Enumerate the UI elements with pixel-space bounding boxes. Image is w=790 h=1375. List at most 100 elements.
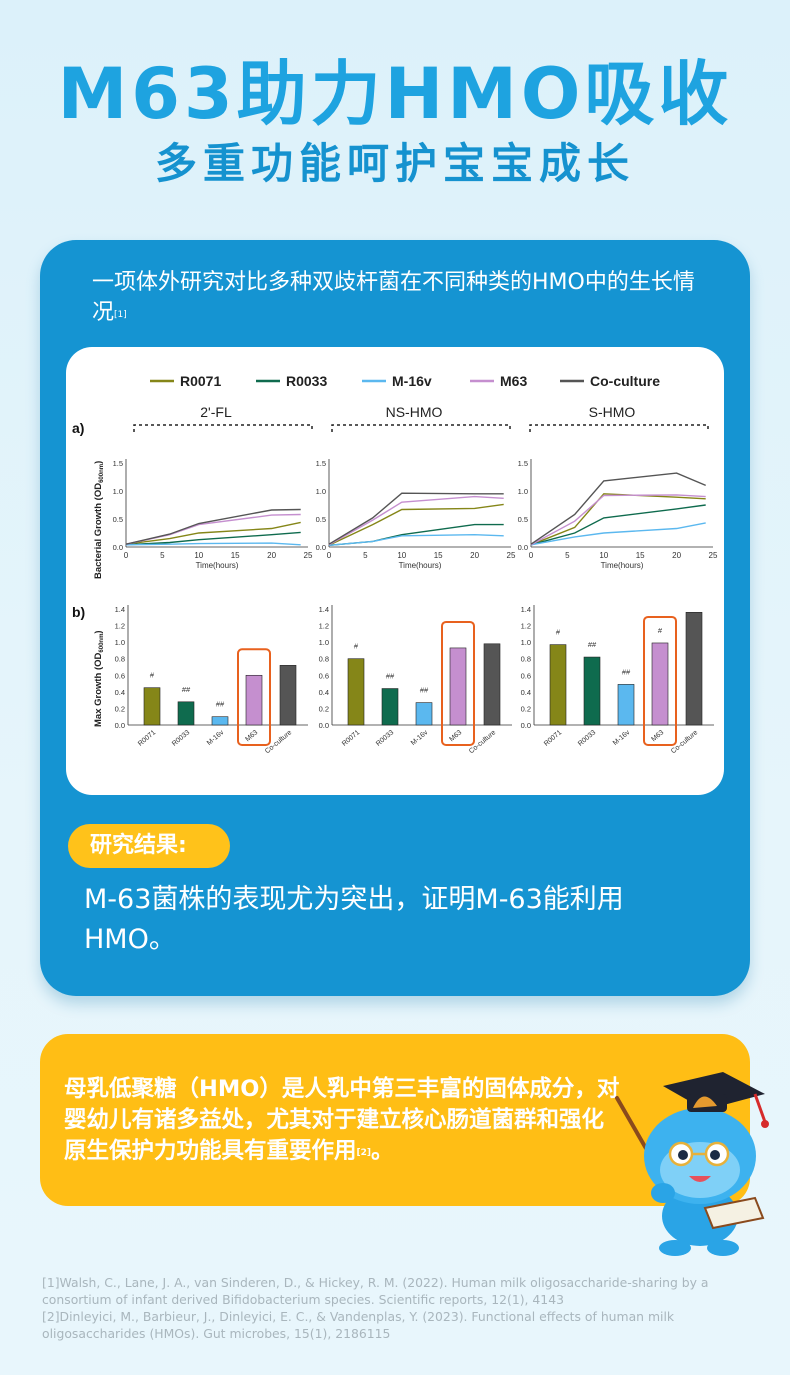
bar-R0033-1 [381,688,399,726]
line-xtick-label: 15 [636,551,645,560]
line-series-R0033-0 [125,531,301,546]
bar-ytick-label: 1.2 [319,622,329,631]
group-bracket-2 [529,424,709,432]
bar-R0071-1 [347,658,365,726]
line-xtick-label: 0 [529,551,534,560]
line-series-M63-0 [125,513,301,545]
line-series-M63-2 [530,494,706,546]
bar-ytick-label: 0.0 [319,721,329,730]
bar-category-label: M-16v [206,729,226,747]
info-ref: [2] [356,1148,372,1158]
line-ytick-label: 0.5 [316,515,326,524]
bar-ytick-label: 1.0 [319,638,329,647]
group-header-2: S-HMO [589,404,636,420]
result-text: M-63菌株的表现尤为突出，证明M-63能利用HMO。 [84,884,624,955]
bar-significance-mark: # [150,671,155,680]
bar-ytick-label: 1.4 [115,605,125,614]
line-xlabel-2: Time(hours) [601,561,644,570]
bar-category-label: M-16v [612,729,632,747]
bar-M63-1 [449,647,467,726]
bar-ytick-label: 0.2 [521,704,531,713]
highlight-box-2 [643,615,677,746]
line-ytick-label: 1.0 [518,487,528,496]
bar-Co-culture-0 [279,665,297,726]
line-ytick-label: 0.0 [113,543,123,552]
line-ytick-label: 1.5 [113,459,123,468]
line-xtick-label: 20 [470,551,479,560]
bar-ytick-label: 0.8 [115,655,125,664]
bar-category-label: M-16v [410,729,430,747]
bar-significance-mark: ## [182,685,191,694]
bar-ytick-label: 1.2 [521,622,531,631]
line-series-M-16v-1 [328,533,504,546]
info-text-block: 母乳低聚糖（HMO）是人乳中第三丰富的固体成分，对婴幼儿有诸多益处，尤其对于建立… [64,1074,624,1167]
line-series-M63-1 [328,495,504,546]
bar-category-label: M63 [650,729,665,743]
group-header-1: NS-HMO [386,404,443,420]
line-series-Co-culture-0 [125,508,301,545]
bar-ytick-label: 0.6 [115,671,125,680]
group-bracket-0 [133,424,313,432]
bar-category-label: R0071 [137,729,157,748]
line-ytick-label: 1.5 [316,459,326,468]
bar-significance-mark: ## [216,700,225,709]
growth-charts: R0071 R0033 M-16v M63 Co-culture 2'-FL NS-HMO S… [72,373,718,755]
line-ytick-label: 0.0 [316,543,326,552]
bar-M63-0 [245,674,263,726]
line-xtick-label: 5 [363,551,368,560]
line-series-Co-culture-2 [530,472,706,545]
line-xtick-label: 5 [160,551,165,560]
bar-ytick-label: 1.2 [115,622,125,631]
bar-Co-culture-2 [685,612,703,726]
group-bracket-1 [331,424,511,432]
bar-ytick-label: 1.4 [319,605,329,614]
bar-ytick-label: 0.4 [521,688,531,697]
bar-ytick-label: 0.4 [319,688,329,697]
line-xtick-label: 10 [194,551,203,560]
bar-ytick-label: 0.4 [115,688,125,697]
reference-1: [1]Walsh, C., Lane, J. A., van Sinderen,… [42,1275,709,1307]
study-intro: 一项体外研究对比多种双歧杆菌在不同种类的HMO中的生长情况[1] [92,268,712,328]
bar-category-label: R0071 [543,729,563,748]
chart-card: R0071 R0033 M-16v M63 Co-culture 2'-FL NS-HMO S… [66,347,724,795]
line-ytick-label: 1.0 [316,487,326,496]
line-series-Co-culture-1 [328,492,504,545]
line-xtick-label: 0 [327,551,332,560]
line-ytick-label: 1.0 [113,487,123,496]
bar-category-label: R0033 [375,729,395,748]
line-series-R0071-1 [328,503,504,546]
line-series-R0071-0 [125,521,301,545]
bar-R0033-2 [583,656,601,726]
info-text: 母乳低聚糖（HMO）是人乳中第三丰富的固体成分，对婴幼儿有诸多益处，尤其对于建立… [64,1076,620,1164]
line-ytick-label: 1.5 [518,459,528,468]
bar-category-label: R0033 [577,729,597,748]
panel-label-b: b) [72,604,85,620]
bar-significance-mark: # [658,626,663,635]
study-intro-ref: [1] [114,310,127,320]
bar-M-16v-0 [211,716,229,726]
line-ylabel: Bacterial Growth (OD600nm) [93,461,105,579]
legend-label-Co-culture: Co-culture [590,373,660,389]
bar-ytick-label: 1.0 [521,638,531,647]
line-xtick-label: 20 [267,551,276,560]
bar-category-label: Co-culture [670,729,699,755]
bar-significance-mark: # [354,642,359,651]
bar-category-label: M63 [244,729,259,743]
line-ytick-label: 0.5 [518,515,528,524]
highlight-box-0 [237,648,271,746]
line-xtick-label: 20 [672,551,681,560]
line-ytick-label: 0.5 [113,515,123,524]
highlight-box-1 [441,620,475,747]
line-series-M-16v-0 [125,542,301,546]
bar-category-label: Co-culture [468,729,497,755]
bar-category-label: R0033 [171,729,191,748]
legend-label-M-16v: M-16v [392,373,432,389]
line-xtick-label: 15 [231,551,240,560]
bar-significance-mark: # [556,628,561,637]
bar-category-label: R0071 [341,729,361,748]
bar-ytick-label: 0.6 [521,671,531,680]
bar-category-label: M63 [448,729,463,743]
group-header-0: 2'-FL [200,404,232,420]
bar-significance-mark: ## [588,640,597,649]
bar-R0033-0 [177,701,195,726]
